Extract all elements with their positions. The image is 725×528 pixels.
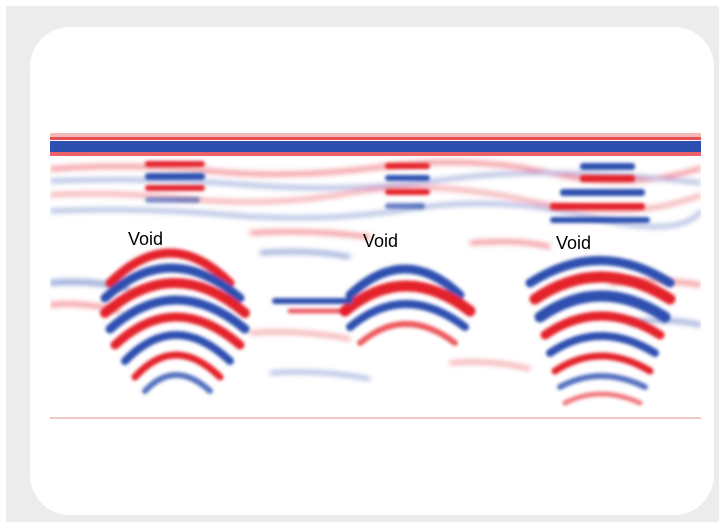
radargram-image [50, 133, 701, 419]
void-label-2: Void [363, 231, 399, 251]
void-label-3: Void [556, 233, 592, 253]
gpr-radargram [50, 133, 701, 422]
void-label-1: Void [128, 229, 164, 249]
image-frame: Void Void Void [6, 6, 719, 522]
